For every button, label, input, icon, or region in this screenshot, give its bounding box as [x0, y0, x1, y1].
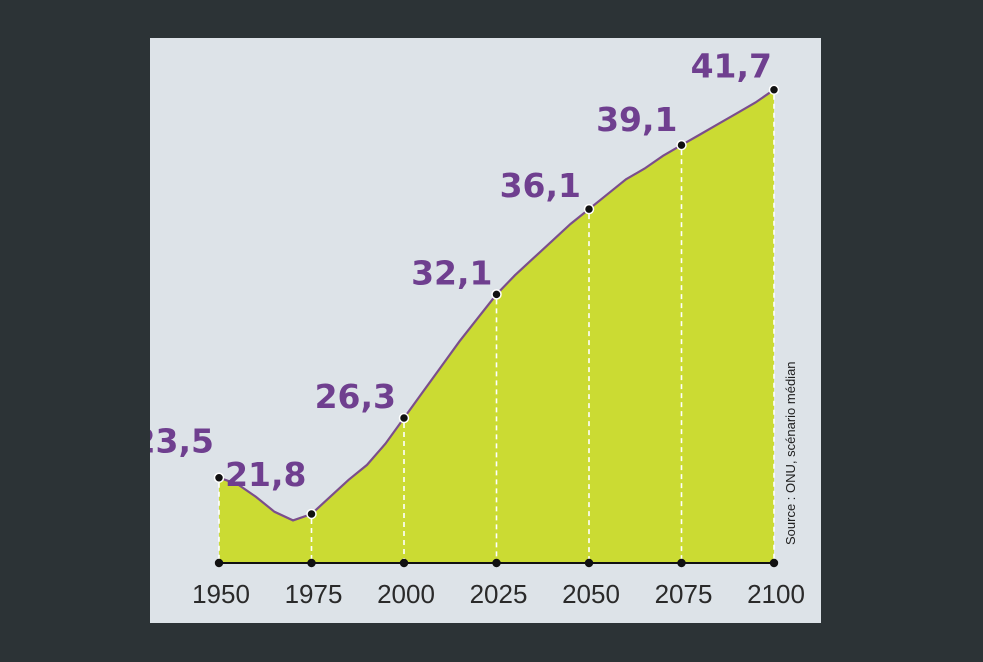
data-label-2000: 26,3	[315, 377, 396, 416]
x-tick-2000: 2000	[377, 579, 435, 609]
data-point-2100	[768, 84, 780, 95]
data-labels: 23,5 21,826,3 32,1 36,1 39,1 41,7	[133, 47, 772, 494]
x-tick-2100: 2100	[747, 579, 805, 609]
x-tick-2075: 2075	[655, 579, 713, 609]
axis-tick-marker	[399, 558, 409, 568]
axis-tick-marker	[677, 558, 686, 568]
x-tick-1950: 1950	[192, 579, 250, 609]
data-label-1975: 21,8	[225, 455, 306, 494]
plot-area: 23,5 21,826,3 32,1 36,1 39,1 41,7 1950 1975 200…	[133, 47, 805, 609]
data-point-2075	[676, 139, 687, 151]
drop-lines	[218, 94, 775, 559]
axis-tick-marker	[769, 558, 779, 568]
data-point-1975	[306, 508, 317, 520]
axis-tick-markers	[214, 558, 779, 568]
source-note: Source : ONU, scénario médian	[783, 361, 798, 545]
data-point-2025	[491, 289, 502, 300]
axis-tick-marker	[492, 558, 501, 568]
x-axis-tick-labels: 1950 1975 2000 2025 2050 2075 2100	[192, 579, 805, 609]
axis-tick-marker	[584, 558, 594, 568]
x-tick-2025: 2025	[470, 579, 528, 609]
area-fill	[219, 89, 774, 563]
x-tick-2050: 2050	[562, 579, 620, 609]
data-point-1950	[213, 472, 225, 483]
data-label-2100: 41,7	[691, 47, 772, 86]
data-label-2025: 32,1	[411, 253, 492, 292]
data-label-2075: 39,1	[596, 100, 677, 139]
data-point-markers	[213, 84, 780, 520]
data-label-1950: 23,5	[133, 422, 214, 461]
data-label-2050: 36,1	[500, 166, 581, 205]
axis-tick-marker	[307, 558, 316, 568]
axis-tick-marker	[214, 558, 224, 568]
data-point-2000	[398, 412, 410, 424]
data-point-2050	[583, 203, 595, 215]
x-tick-1975: 1975	[285, 579, 343, 609]
